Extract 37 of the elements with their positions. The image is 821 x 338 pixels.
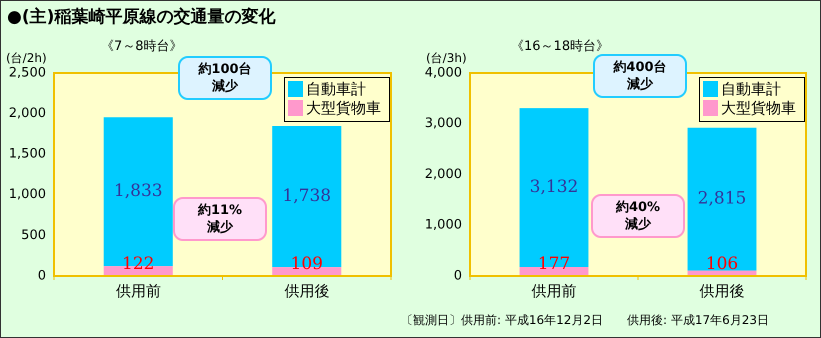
y-tick-label: 2,000: [424, 166, 462, 182]
x-tick-label: 供用後: [284, 282, 330, 300]
y-axis-title: (台/2h): [6, 50, 47, 66]
legend-label: 自動車計: [306, 80, 366, 98]
chart-subtitle: 《16～18時台》: [511, 38, 610, 55]
y-tick-label: 1,500: [8, 146, 46, 162]
y-tick-label: 2,500: [8, 65, 46, 80]
data-label: 1,738: [282, 186, 332, 206]
y-tick-label: 3,000: [424, 116, 462, 132]
legend-label: 大型貨物車: [306, 98, 381, 117]
text: 〔観測日〕供用前: 平成16年12月2日 供用後: 平成17年6月23日: [401, 312, 770, 329]
x-tick-label: 供用前: [116, 282, 161, 300]
y-tick-label: 2,000: [8, 106, 46, 121]
y-tick-label: 0: [454, 268, 462, 284]
annotation: 約40%減少: [614, 199, 662, 233]
x-tick-label: 供用後: [700, 282, 744, 300]
bar: [688, 128, 756, 271]
data-label: 2,815: [698, 188, 746, 209]
legend-label: 自動車計: [721, 80, 781, 98]
annotation: 約400台減少: [612, 59, 668, 93]
y-tick-label: 1,000: [424, 218, 462, 233]
bar: [272, 126, 342, 268]
y-tick-label: 0: [38, 268, 46, 284]
y-axis-title: (台/3h): [426, 50, 467, 66]
annotation: 約11%減少: [196, 202, 244, 236]
y-tick-label: 4,000: [424, 65, 462, 80]
y-tick-label: 500: [21, 228, 46, 243]
data-label: 1,833: [114, 181, 163, 202]
data-label: 106: [706, 254, 738, 274]
chart-subtitle: 《7～8時台》: [101, 38, 183, 55]
bar: [520, 108, 588, 268]
y-tick-label: 1,000: [8, 187, 46, 202]
x-tick-label: 供用前: [532, 282, 576, 300]
annotation: 約100台減少: [197, 61, 253, 95]
data-label: 3,132: [530, 176, 578, 197]
chart-title: ●(主)稲葉崎平原線の交通量の変化: [7, 6, 276, 28]
legend-label: 大型貨物車: [721, 98, 796, 117]
